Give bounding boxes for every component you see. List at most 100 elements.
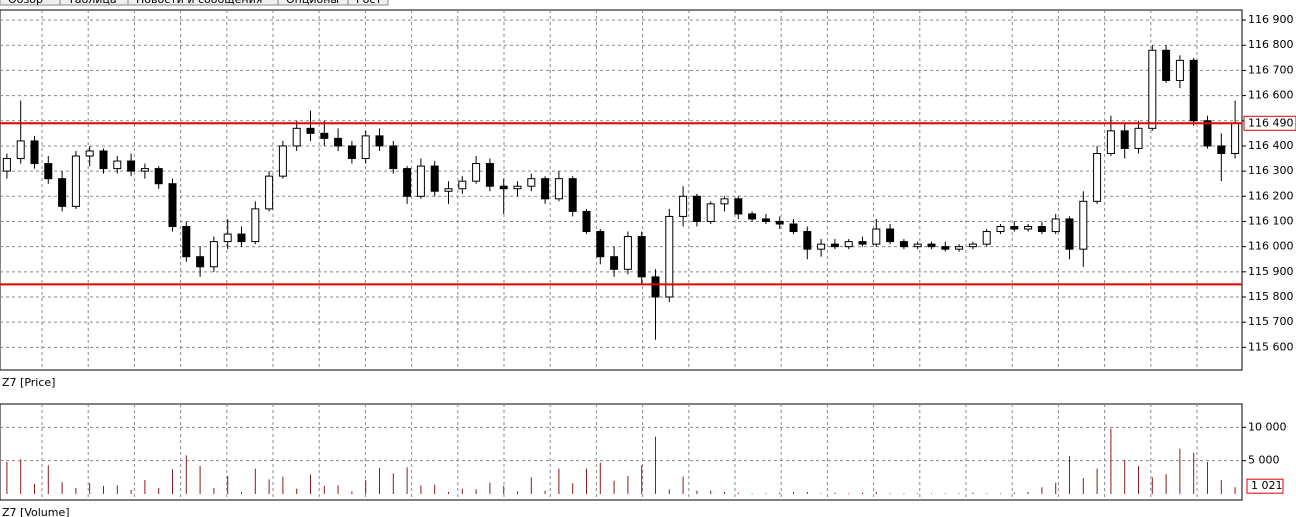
pane-label: Z7 [Volume] [2,506,70,517]
candle-body [168,183,177,228]
candle-body [720,198,729,205]
pane-frame [0,9,1243,371]
candle-body [637,236,646,278]
candle-body [416,165,425,197]
candle-body [679,195,688,217]
candle-body [955,246,964,250]
candle-body [734,198,743,215]
candle-body [582,210,591,233]
candle-body [982,231,991,245]
candle-body [1120,130,1129,149]
candle-body [16,140,25,160]
y-tick-label: 116 800 [1248,38,1294,51]
candle-body [858,241,867,245]
candle-body [1148,49,1157,129]
last-volume-label: 1 021 [1251,479,1283,492]
candle-body [541,178,550,200]
candle-body [513,185,522,190]
candle-body [154,168,163,185]
y-tick-label: 116 100 [1248,214,1294,227]
y-tick-label: 116 200 [1248,189,1294,202]
candle-body [596,231,605,258]
candle-body [278,145,287,177]
candle-body [817,243,826,250]
candle-body [1217,145,1226,154]
candle-body [127,160,136,172]
candle-body [251,208,260,243]
candle-body [1010,226,1019,230]
candle-body [306,127,315,134]
candle-body [1162,49,1171,81]
candle-body [347,145,356,160]
candle-body [223,233,232,243]
candle-body [472,163,481,182]
tab-label[interactable]: Обзор [8,0,43,6]
candle-body [899,241,908,248]
candle-body [830,243,839,248]
candle-body [444,188,453,192]
candle-body [458,180,467,190]
candle-body [941,246,950,250]
candle-body [375,135,384,147]
candle-body [1051,218,1060,233]
candle-body [623,236,632,270]
y-tick-label: 115 600 [1248,340,1294,353]
candle-body [706,203,715,222]
candle-body [403,168,412,197]
y-tick-label: 116 400 [1248,139,1294,152]
candle-body [1134,127,1143,149]
candle-body [844,241,853,248]
tab[interactable] [277,0,349,6]
candle-body [1079,200,1088,250]
candle-body [182,226,191,258]
last-price-box [1243,115,1296,131]
y-tick-label: 116 700 [1248,63,1294,76]
pane-frame [0,403,1243,501]
y-tick-label: 10 000 [1248,420,1287,433]
candle-body [692,195,701,222]
candle-body [665,215,674,298]
tab-label[interactable]: Новости и сообщения [136,0,262,6]
candle-body [320,132,329,139]
tab[interactable] [0,0,61,6]
candle-body [140,168,149,172]
pane-label: Z7 [Price] [2,376,55,389]
candle-body [651,276,660,298]
candle-body [485,163,494,187]
candle-body [209,241,218,268]
tab-label[interactable]: Таблица [67,0,117,6]
candle-body [913,243,922,248]
tab-label[interactable]: Рост [356,0,382,6]
tab-label[interactable]: Опционы [286,0,339,6]
candle-body [389,145,398,170]
candle-body [527,178,536,187]
y-tick-label: 116 900 [1248,13,1294,26]
candle-body [237,233,246,243]
tab[interactable] [127,0,279,6]
candle-body [748,213,757,220]
candle-body [761,218,770,222]
candle-body [292,127,301,147]
candle-body [44,163,53,180]
candle-body [430,165,439,192]
candle-body [927,243,936,248]
candle-body [1065,218,1074,250]
candle-body [996,226,1005,233]
candle-body [775,220,784,225]
y-tick-label: 116 300 [1248,164,1294,177]
y-tick-label: 115 700 [1248,315,1294,328]
candle-body [1175,59,1184,81]
candle-body [113,160,122,170]
candle-body [789,223,798,233]
candle-body [99,150,108,170]
candle-body [265,175,274,210]
tab[interactable] [59,0,129,6]
tab[interactable] [347,0,389,6]
candle-body [872,228,881,245]
candle-body [2,158,11,172]
candle-body [610,256,619,270]
y-tick-label: 116 000 [1248,240,1294,253]
candle-body [85,150,94,157]
candle-body [1231,122,1240,154]
